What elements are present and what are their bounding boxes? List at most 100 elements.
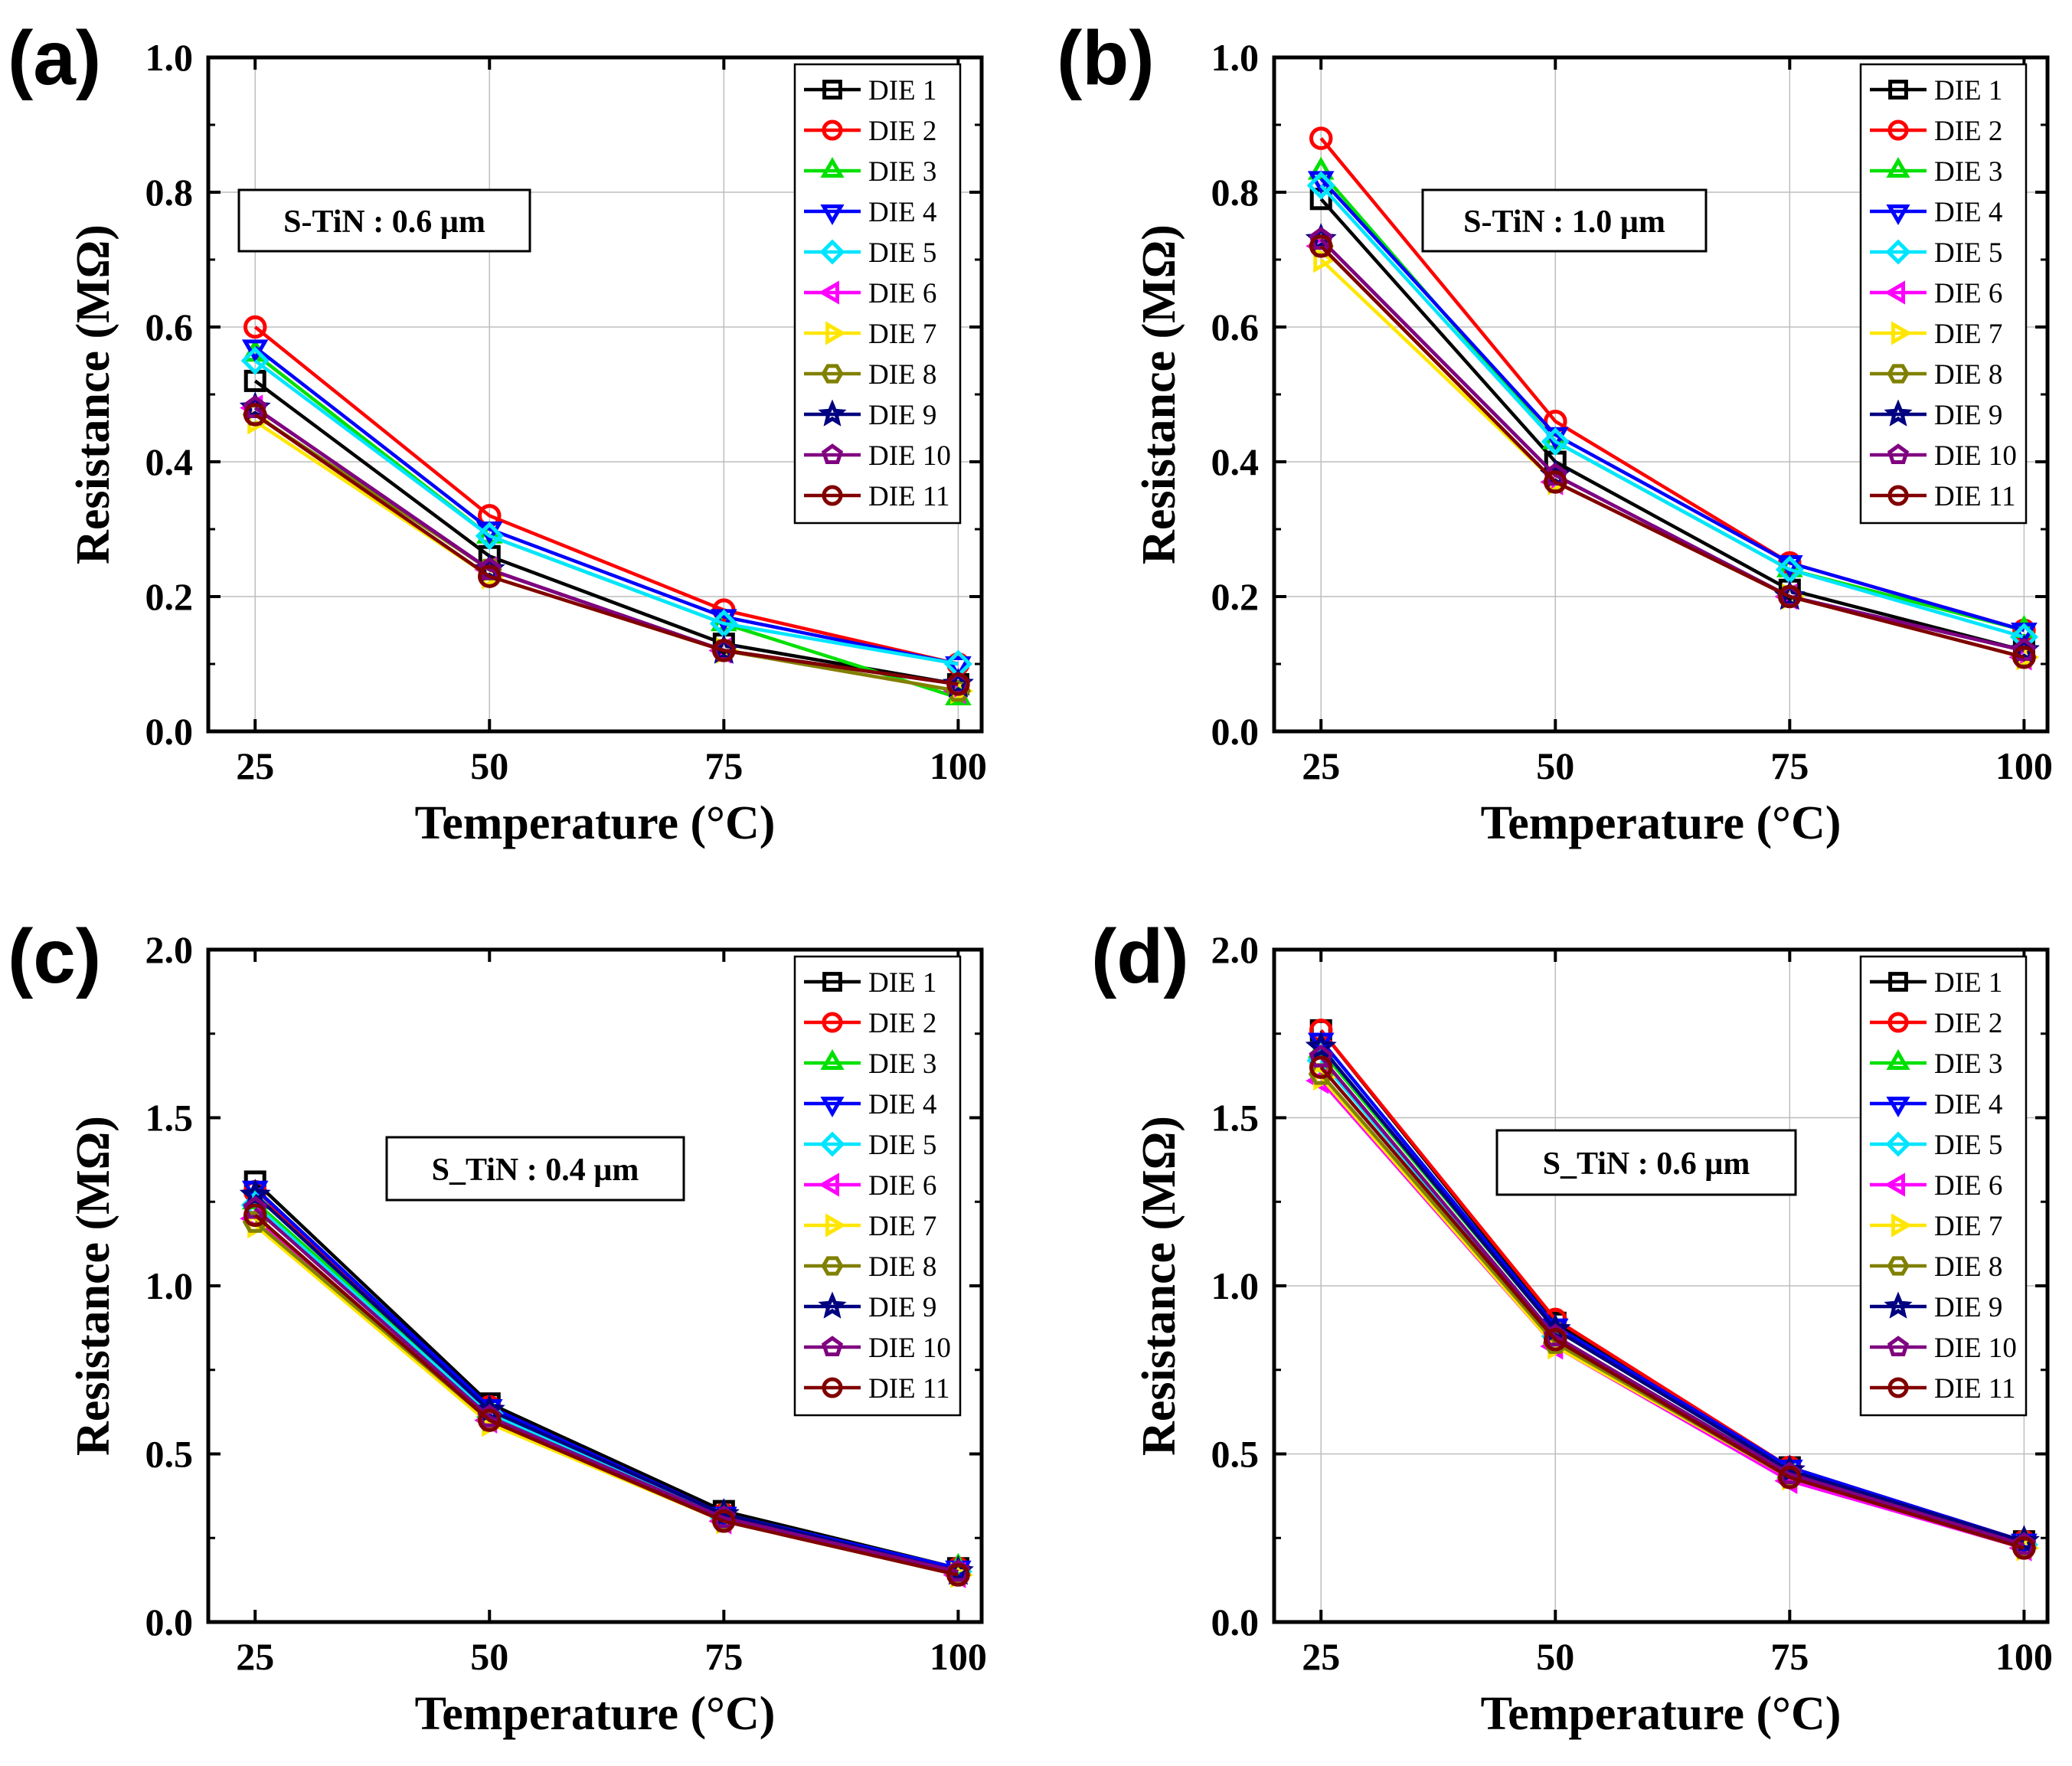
legend-item: DIE 5 xyxy=(1870,1130,2002,1161)
legend-label: DIE 2 xyxy=(1934,1008,2002,1039)
x-tick-label: 100 xyxy=(1995,744,2053,787)
legend-marker xyxy=(821,1336,844,1356)
legend-marker xyxy=(1887,485,1909,506)
y-tick-label: 0.0 xyxy=(145,1601,194,1643)
legend-label: DIE 1 xyxy=(1934,75,2002,106)
legend-item: DIE 10 xyxy=(1870,1333,2017,1364)
legend-label: DIE 7 xyxy=(868,319,936,350)
legend-label: DIE 8 xyxy=(1934,359,2002,391)
data-point xyxy=(1544,470,1567,494)
annotation-box xyxy=(237,188,531,253)
legend-item: DIE 3 xyxy=(1870,1048,2002,1080)
data-point xyxy=(1307,156,1335,180)
panel-label: (c) xyxy=(8,914,101,999)
legend-label: DIE 9 xyxy=(1934,1292,2002,1323)
data-point xyxy=(241,339,269,363)
x-tick-label: 75 xyxy=(1770,744,1809,787)
legend-item: DIE 9 xyxy=(804,1291,936,1323)
x-tick-label: 100 xyxy=(930,1635,987,1678)
legend-label: DIE 10 xyxy=(868,440,951,472)
panel-label: (a) xyxy=(8,15,101,101)
legend-label: DIE 11 xyxy=(1934,481,2016,512)
x-axis-title: Temperature (°C) xyxy=(415,1688,776,1740)
x-tick-label: 25 xyxy=(1302,744,1340,787)
series-line xyxy=(1319,1045,2025,1543)
legend-marker xyxy=(1885,239,1911,265)
x-tick-label: 75 xyxy=(704,744,743,787)
legend-label: DIE 6 xyxy=(1934,278,2002,309)
legend-label: DIE 9 xyxy=(868,400,936,431)
x-tick-label: 100 xyxy=(1995,1635,2053,1678)
legend-label: DIE 6 xyxy=(868,1170,936,1202)
legend-item: DIE 5 xyxy=(1870,237,2002,269)
legend-item: DIE 7 xyxy=(804,1211,936,1242)
legend-marker xyxy=(1884,280,1905,305)
legend-marker xyxy=(1887,1336,1910,1356)
data-point xyxy=(712,639,736,662)
annotation-text: S-TiN : 1.0 µm xyxy=(1463,204,1665,240)
data-point xyxy=(1306,171,1335,200)
legend-item: DIE 7 xyxy=(1870,319,2002,350)
y-tick-label: 1.5 xyxy=(1211,1097,1260,1140)
y-tick-label: 0.2 xyxy=(1211,575,1260,618)
data-point xyxy=(1305,1030,1337,1061)
data-point xyxy=(243,403,267,427)
legend-marker xyxy=(819,239,845,265)
legend-item: DIE 1 xyxy=(1870,75,2002,106)
y-axis-title: Resistance (MΩ) xyxy=(1133,224,1185,564)
legend-label: DIE 8 xyxy=(868,1251,936,1283)
y-tick-label: 2.0 xyxy=(145,928,194,971)
annotation-text: S_TiN : 0.6 µm xyxy=(1543,1146,1750,1182)
legend-label: DIE 11 xyxy=(1934,1373,2016,1405)
y-tick-label: 0.4 xyxy=(1211,440,1260,483)
legend-label: DIE 5 xyxy=(868,237,936,269)
legend-marker xyxy=(818,1291,847,1319)
data-point xyxy=(712,1509,736,1533)
legend-item: DIE 4 xyxy=(1870,1089,2002,1120)
series-11 xyxy=(1309,1055,2036,1560)
legend-item: DIE 4 xyxy=(1870,197,2002,228)
legend-label: DIE 11 xyxy=(868,1373,950,1405)
legend-label: DIE 4 xyxy=(1934,197,2002,228)
legend-marker xyxy=(819,1131,845,1157)
legend-marker xyxy=(1884,1291,1913,1319)
legend-marker xyxy=(1886,1097,1910,1118)
y-tick-label: 0.0 xyxy=(145,710,194,753)
legend-label: DIE 1 xyxy=(868,967,936,999)
data-point xyxy=(2012,645,2036,669)
series-line xyxy=(253,379,959,686)
y-tick-label: 0.6 xyxy=(1211,306,1260,348)
legend-label: DIE 3 xyxy=(1934,1048,2002,1080)
legend-item: DIE 1 xyxy=(804,75,936,106)
legend-marker xyxy=(822,1377,843,1398)
legend-label: DIE 2 xyxy=(868,1008,936,1039)
legend-marker xyxy=(818,1172,839,1197)
legend-item: DIE 10 xyxy=(1870,440,2017,472)
legend-item: DIE 4 xyxy=(804,1089,936,1120)
legend-marker xyxy=(1887,1377,1909,1398)
legend-item: DIE 11 xyxy=(1870,481,2016,512)
legend-marker xyxy=(1888,80,1908,100)
y-tick-label: 1.0 xyxy=(1211,1264,1260,1307)
legend-marker xyxy=(818,399,847,427)
legend-item: DIE 2 xyxy=(1870,1008,2002,1039)
x-axis-title: Temperature (°C) xyxy=(415,797,776,849)
legend-item: DIE 3 xyxy=(804,156,936,188)
data-point xyxy=(2012,637,2037,661)
legend-marker xyxy=(1887,364,1910,384)
x-axis-title: Temperature (°C) xyxy=(1481,797,1842,849)
legend-item: DIE 8 xyxy=(804,1251,936,1283)
data-point xyxy=(478,564,502,588)
legend-label: DIE 10 xyxy=(1934,440,2017,472)
y-tick-label: 0.6 xyxy=(145,306,194,348)
data-point xyxy=(1541,427,1570,456)
legend-label: DIE 8 xyxy=(868,359,936,391)
series-line xyxy=(1319,238,2025,652)
annotation-box xyxy=(1421,188,1708,253)
y-axis-title: Resistance (MΩ) xyxy=(1133,1116,1185,1456)
legend-label: DIE 1 xyxy=(1934,967,2002,999)
series-line xyxy=(253,325,959,666)
legend-item: DIE 4 xyxy=(804,197,936,228)
legend-marker xyxy=(1885,1131,1911,1157)
